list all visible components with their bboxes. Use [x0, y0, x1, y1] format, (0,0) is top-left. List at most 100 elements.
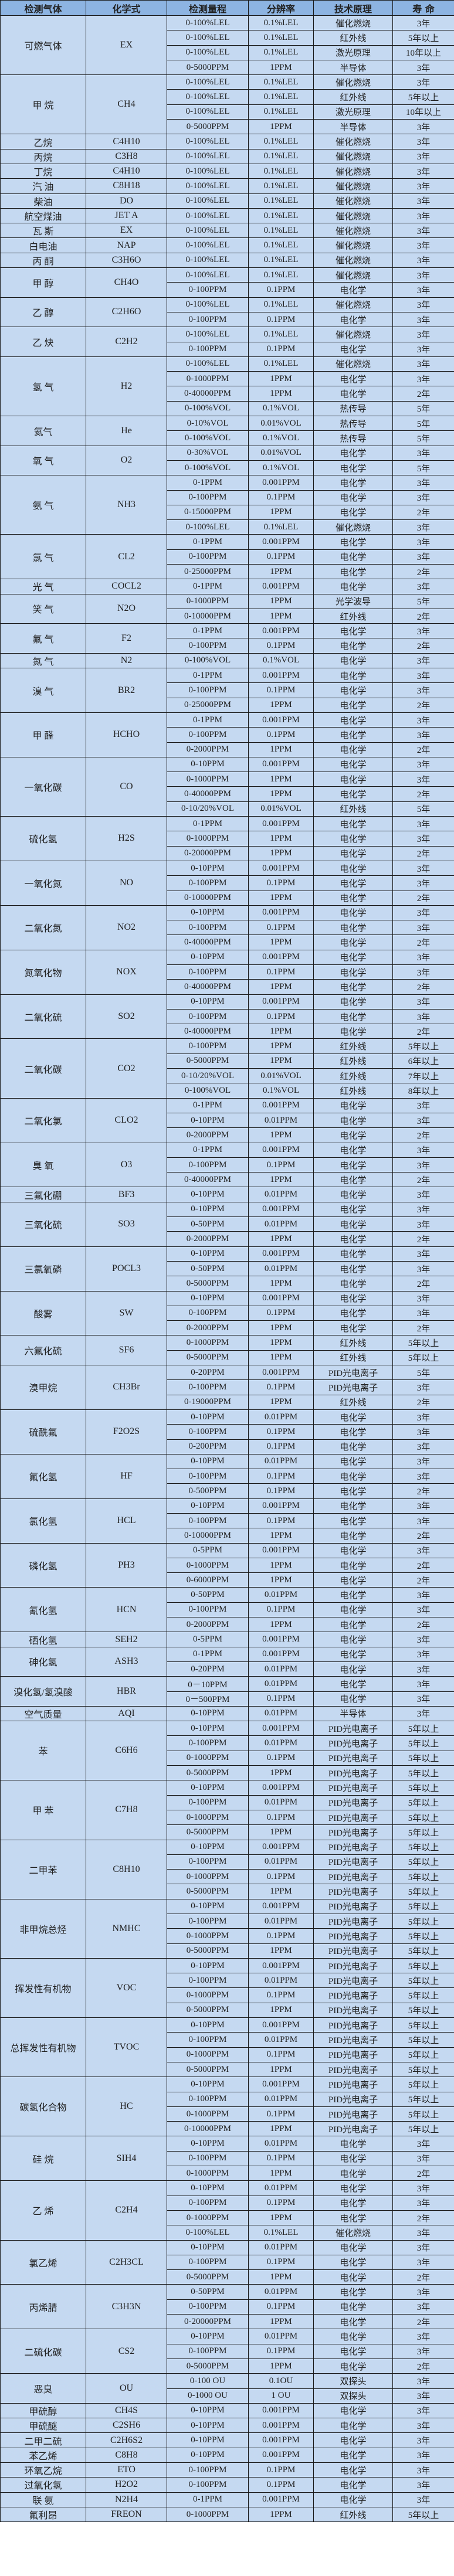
- table-row: 航空煤油 JET A 0-100%LEL 0.1%LEL 催化燃烧 3年: [0, 208, 454, 224]
- principle-cell: 电化学: [313, 2329, 393, 2344]
- resolution-cell: 1PPM: [248, 2314, 314, 2330]
- life-cell: 3年: [392, 2447, 454, 2463]
- life-cell: 5年: [392, 460, 454, 476]
- range-cell: 0-5000PPM: [167, 1765, 249, 1781]
- resolution-cell: 0.1%LEL: [248, 148, 314, 164]
- life-cell: 3年: [392, 1201, 454, 1218]
- table-row: 0-10000PPM 1PPM 红外线 2年: [1, 608, 454, 624]
- life-cell: 5年: [392, 593, 454, 609]
- formula-cell: HCL: [86, 1498, 167, 1544]
- principle-cell: 电化学: [313, 890, 393, 906]
- range-cell: 0-100%LEL: [167, 134, 249, 149]
- principle-cell: 电化学: [313, 786, 393, 802]
- table-row: 0-100PPM 0.1PPM 电化学 3年: [1, 964, 454, 980]
- table-row: 溴 气 BR2 0-1PPM 0.001PPM 电化学 3年: [0, 668, 454, 713]
- life-cell: 5年以上: [392, 1987, 454, 2003]
- life-cell: 3年: [392, 1469, 454, 1484]
- range-cell: 0-2000PPM: [167, 1127, 249, 1143]
- gas-name-cell: 氧 气: [0, 445, 86, 476]
- range-cell: 0-10PPM: [167, 2017, 249, 2033]
- principle-cell: 电化学: [313, 1260, 393, 1277]
- formula-cell: F2: [86, 623, 167, 654]
- principle-cell: 电化学: [313, 623, 393, 639]
- resolution-cell: 0.1PPM: [248, 1809, 314, 1826]
- range-cell: 0-100PPM: [167, 920, 249, 936]
- resolution-cell: 0.01%VOL: [248, 416, 314, 431]
- range-cell: 0-100PPM: [167, 1735, 249, 1751]
- formula-cell: ETO: [86, 2462, 167, 2478]
- resolution-cell: 0.001PPM: [248, 860, 314, 876]
- table-row: 0-1000PPM 1PPM 电化学 3年: [1, 831, 454, 847]
- table-row: 0-100PPM 0.1PPM 电化学 3年: [1, 875, 454, 891]
- resolution-cell: 0.001PPM: [248, 2017, 314, 2033]
- resolution-cell: 0.01PPM: [248, 2284, 314, 2300]
- range-cell: 0-10PPM: [167, 2432, 249, 2448]
- range-cell: 0-100PPM: [167, 1379, 249, 1395]
- principle-cell: 电化学: [313, 2150, 393, 2167]
- principle-cell: 红外线: [313, 1083, 393, 1099]
- table-row: 0-100%LEL 0.1%LEL 激光原理 10年以上: [1, 104, 454, 120]
- range-cell: 0-100PPM: [167, 2299, 249, 2315]
- range-cell: 0-1PPM: [167, 579, 249, 594]
- resolution-cell: 0.1%LEL: [248, 89, 314, 105]
- range-cell: 0-10PPM: [167, 1839, 249, 1855]
- resolution-cell: 0.1%VOL: [248, 400, 314, 417]
- formula-cell: H2: [86, 356, 167, 417]
- principle-cell: 电化学: [313, 341, 393, 357]
- principle-cell: 催化燃烧: [313, 297, 393, 312]
- life-cell: 3年: [392, 1602, 454, 1618]
- range-cell: 0-10PPM: [167, 1409, 249, 1425]
- life-cell: 2年: [392, 608, 454, 624]
- principle-cell: PID光电离子: [313, 2091, 393, 2107]
- formula-cell: SW: [86, 1290, 167, 1336]
- principle-cell: 电化学: [313, 2462, 393, 2478]
- principle-cell: 电化学: [313, 386, 393, 402]
- principle-cell: 红外线: [313, 1053, 393, 1069]
- resolution-cell: 0.001PPM: [248, 712, 314, 728]
- range-cell: 0-5000PPM: [167, 119, 249, 135]
- table-row: 甲硫醇 CH4S 0-10PPM 0.001PPM 电化学 3年: [0, 2402, 454, 2419]
- formula-cell: C3H6O: [86, 252, 167, 269]
- principle-cell: PID光电离子: [313, 1809, 393, 1826]
- principle-cell: 电化学: [313, 1557, 393, 1574]
- principle-cell: 电化学: [313, 490, 393, 505]
- principle-cell: 电化学: [313, 2195, 393, 2211]
- principle-cell: 电化学: [313, 371, 393, 387]
- formula-cell: SF6: [86, 1335, 167, 1366]
- table-row: 0-40000PPM 1PPM 电化学 2年: [1, 786, 454, 802]
- principle-cell: 电化学: [313, 831, 393, 847]
- table-row: 氮 气 N2 0-100%VOL 0.1%VOL 电化学 3年: [0, 653, 454, 669]
- gas-name-cell: 氯 气: [0, 534, 86, 580]
- principle-cell: 催化燃烧: [313, 223, 393, 239]
- life-cell: 2年: [392, 1127, 454, 1143]
- table-row: 0-100PPM 0.1PPM 电化学 3年: [1, 549, 454, 565]
- table-row: 氰化氢 HCN 0-50PPM 0.01PPM 电化学 3年: [0, 1587, 454, 1633]
- life-cell: 2年: [392, 1394, 454, 1410]
- gas-name-cell: 氰化氢: [0, 1587, 86, 1633]
- principle-cell: 电化学: [313, 1498, 393, 1514]
- formula-cell: CH4: [86, 74, 167, 135]
- gas-name-cell: 笑 气: [0, 593, 86, 624]
- principle-cell: 催化燃烧: [313, 178, 393, 194]
- table-row: 恶臭 OU 0-100 OU 0.1OU 双探头 3年: [0, 2373, 454, 2404]
- principle-cell: 电化学: [313, 445, 393, 461]
- resolution-cell: 0.001PPM: [248, 1246, 314, 1262]
- principle-cell: 催化燃烧: [313, 163, 393, 179]
- table-row: 0-5000PPM 1PPM PID光电离子 5年以上: [1, 1884, 454, 1899]
- formula-cell: H2O2: [86, 2477, 167, 2493]
- gas-name-cell: 硫化氢: [0, 816, 86, 861]
- table-row: 汽 油 C8H18 0-100%LEL 0.1%LEL 催化燃烧 3年: [0, 178, 454, 194]
- principle-cell: 热传导: [313, 430, 393, 446]
- life-cell: 3年: [392, 964, 454, 980]
- life-cell: 5年以上: [392, 2017, 454, 2033]
- table-row: 柴油 DO 0-100%LEL 0.1%LEL 催化燃烧 3年: [0, 193, 454, 209]
- life-cell: 5年: [392, 430, 454, 446]
- gas-name-cell: 甲硫醇: [0, 2402, 86, 2419]
- range-cell: 0-2000PPM: [167, 1231, 249, 1247]
- range-cell: 0-100%LEL: [167, 193, 249, 209]
- range-cell: 0-10000PPM: [167, 2121, 249, 2137]
- life-cell: 3年: [392, 2492, 454, 2507]
- range-cell: 0-5000PPM: [167, 1824, 249, 1840]
- resolution-cell: 1PPM: [248, 371, 314, 387]
- life-cell: 3年: [392, 2462, 454, 2478]
